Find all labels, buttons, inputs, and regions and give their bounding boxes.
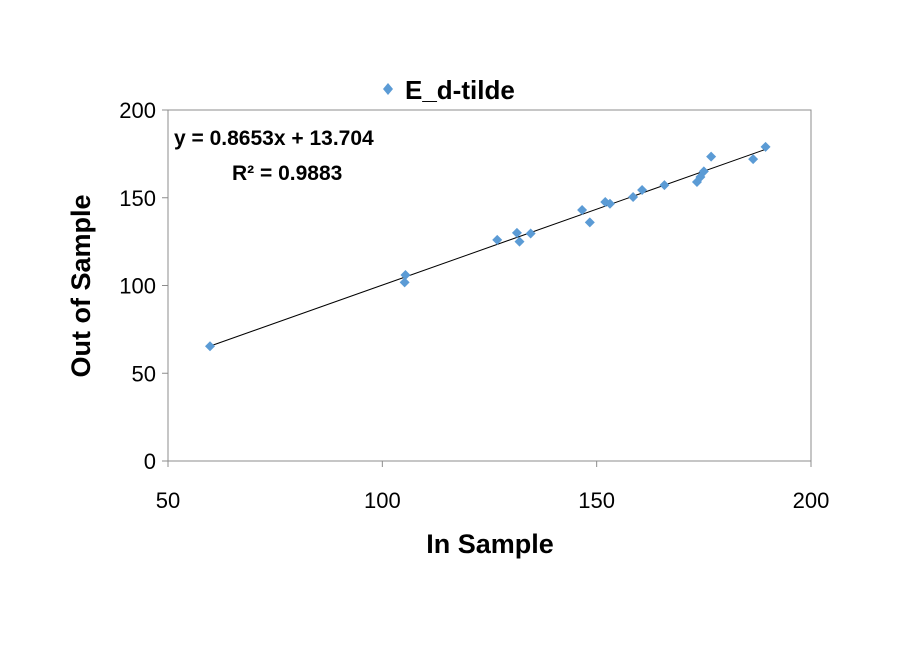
data-point xyxy=(604,198,615,209)
trendline-r-squared: R² = 0.9883 xyxy=(232,162,342,185)
trendline xyxy=(209,148,766,347)
data-point xyxy=(659,180,670,191)
y-tick-label: 100 xyxy=(119,274,156,299)
legend-label: E_d-tilde xyxy=(405,75,515,105)
legend: E_d-tilde xyxy=(383,75,515,105)
x-tick-labels: 50 100 150 200 xyxy=(156,461,830,513)
data-point xyxy=(584,217,595,228)
x-axis-title: In Sample xyxy=(426,529,554,559)
data-point xyxy=(492,234,503,245)
y-tick-label: 50 xyxy=(132,361,156,386)
data-point xyxy=(399,277,410,288)
x-tick-label: 100 xyxy=(364,488,401,513)
data-point xyxy=(577,205,588,216)
y-axis-title: Out of Sample xyxy=(66,194,96,377)
y-tick-label: 0 xyxy=(144,449,156,474)
data-point xyxy=(698,166,709,177)
x-tick-label: 50 xyxy=(156,488,180,513)
data-point xyxy=(760,141,771,152)
data-point xyxy=(525,228,536,239)
data-point xyxy=(628,192,639,203)
trendline-equation: y = 0.8653x + 13.704 xyxy=(174,127,374,150)
data-point xyxy=(748,154,759,165)
data-point xyxy=(637,185,648,196)
data-point xyxy=(706,151,717,162)
y-tick-labels: 0 50 100 150 200 xyxy=(119,98,168,474)
y-tick-label: 200 xyxy=(119,98,156,123)
data-point xyxy=(205,341,216,352)
data-point xyxy=(514,236,525,247)
x-tick-label: 200 xyxy=(793,488,830,513)
data-point xyxy=(400,269,411,280)
legend-marker-diamond-icon xyxy=(383,83,393,95)
x-tick-label: 150 xyxy=(578,488,615,513)
data-point xyxy=(511,227,522,238)
trendline-group xyxy=(209,148,766,347)
data-points xyxy=(205,141,771,352)
y-tick-label: 150 xyxy=(119,186,156,211)
